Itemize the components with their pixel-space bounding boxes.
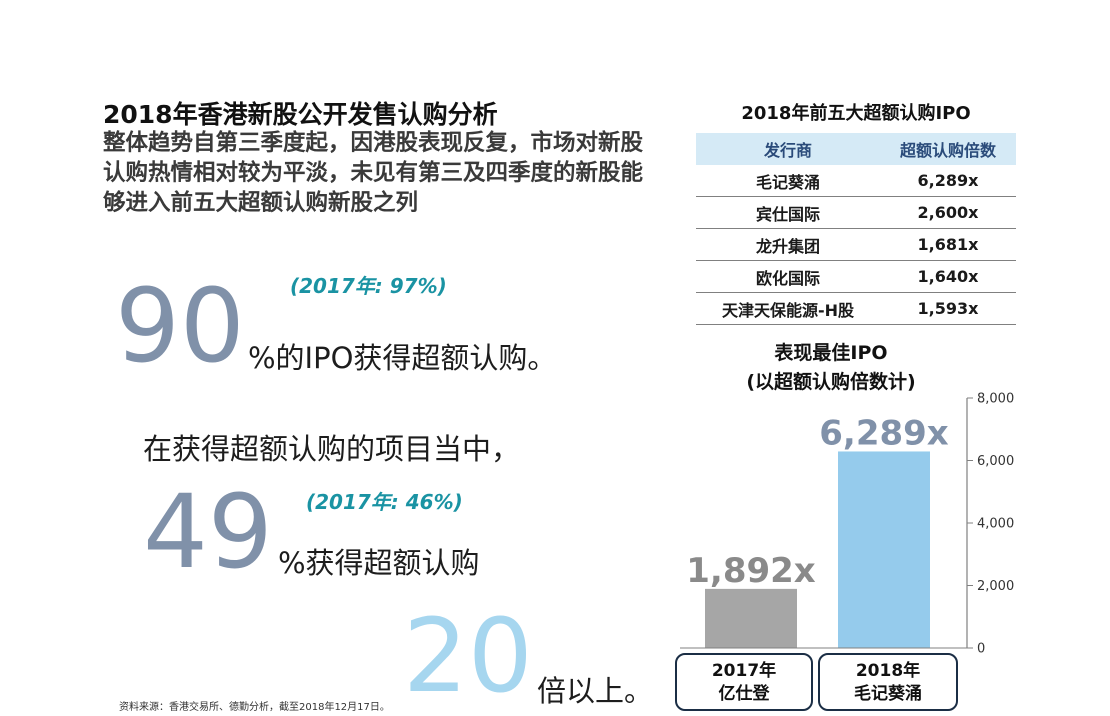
table-row: 宾仕国际 2,600x — [696, 196, 1016, 229]
multiple-cell: 1,593x — [880, 292, 1016, 325]
issuer-cell: 毛记葵涌 — [696, 165, 880, 197]
issuer-cell: 龙升集团 — [696, 228, 880, 261]
table-title: 2018年前五大超额认购IPO — [741, 103, 971, 124]
multiple-cell: 1,681x — [880, 228, 1016, 261]
bar — [705, 588, 797, 648]
category-label-2018: 2018年毛记葵涌 — [818, 653, 958, 711]
label-line: 2018年 — [855, 661, 921, 681]
table-header-row: 发行商 超额认购倍数 — [696, 133, 1016, 165]
y-tick-label: 2,000 — [977, 579, 1014, 594]
label-line: 亿仕登 — [718, 684, 770, 704]
stat3-value: 20 — [403, 597, 533, 716]
label-line: (以超额认购倍数计) — [746, 371, 916, 393]
multiple-cell: 6,289x — [880, 165, 1016, 197]
issuer-cell: 宾仕国际 — [696, 196, 880, 229]
bar-group — [705, 451, 930, 648]
multiple-cell: 2,600x — [880, 196, 1016, 229]
chart-title: 表现最佳IPO (以超额认购倍数计) — [696, 339, 966, 397]
stat1-prev-year: (2017年: 97%) — [290, 274, 447, 298]
y-tick-label: 0 — [977, 642, 985, 656]
category-label-2017: 2017年亿仕登 — [675, 653, 813, 711]
y-tick-label: 4,000 — [977, 517, 1014, 532]
issuer-cell: 天津天保能源-H股 — [696, 292, 880, 325]
multiple-cell: 1,640x — [880, 260, 1016, 293]
stat3-suffix: 倍以上。 — [537, 674, 654, 708]
table-row: 天津天保能源-H股 1,593x — [696, 292, 1016, 325]
top5-ipo-table: 发行商 超额认购倍数 毛记葵涌 6,289x 宾仕国际 2,600x 龙升集团 … — [696, 133, 1016, 325]
page-subtitle: 整体趋势自第三季度起，因港股表现反复，市场对新股认购热情相对较为平淡，未见有第三… — [103, 130, 644, 216]
y-tick-label: 6,000 — [977, 454, 1014, 469]
stat1-suffix: %的IPO获得超额认购。 — [248, 341, 557, 375]
mid-statement: 在获得超额认购的项目当中， — [143, 432, 521, 466]
value-label-group: 1,892x 6,289x — [686, 413, 949, 590]
y-tick-label: 8,000 — [977, 392, 1014, 407]
bar — [838, 451, 930, 648]
page-title: 2018年香港新股公开发售认购分析 — [103, 100, 498, 129]
source-note: 资料来源：香港交易所、德勤分析，截至2018年12月17日。 — [119, 702, 390, 713]
label-line: 表现最佳IPO — [774, 342, 888, 364]
table-row: 龙升集团 1,681x — [696, 228, 1016, 261]
label-line: 毛记葵涌 — [854, 684, 922, 704]
stat2-prev-year: (2017年: 46%) — [306, 490, 463, 514]
stat2-suffix: %获得超额认购 — [278, 546, 480, 580]
bar-value-label: 1,892x — [686, 551, 816, 591]
issuer-cell: 欧化国际 — [696, 260, 880, 293]
stat2-value: 49 — [143, 473, 273, 592]
table-row: 毛记葵涌 6,289x — [696, 165, 1016, 197]
stat1-value: 90 — [115, 267, 245, 386]
bar-value-label: 6,289x — [819, 413, 949, 453]
table-row: 欧化国际 1,640x — [696, 260, 1016, 293]
column-header-multiple: 超额认购倍数 — [880, 133, 1016, 165]
column-header-issuer: 发行商 — [696, 133, 880, 165]
label-line: 2017年 — [711, 661, 777, 681]
